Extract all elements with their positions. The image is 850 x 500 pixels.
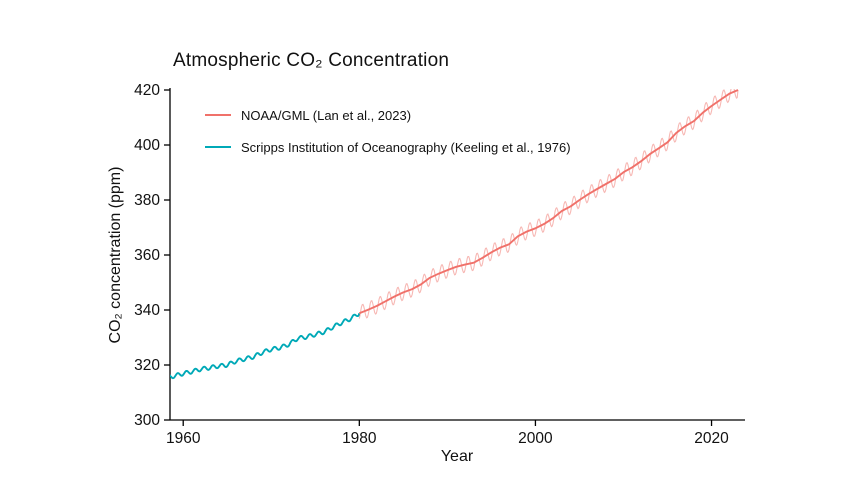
svg-text:320: 320: [134, 357, 160, 374]
svg-text:2020: 2020: [694, 430, 729, 447]
legend-item-scripps: Scripps Institution of Oceanography (Kee…: [205, 136, 571, 158]
svg-text:340: 340: [134, 302, 160, 319]
legend-label-noaa: NOAA/GML (Lan et al., 2023): [241, 107, 412, 123]
svg-text:420: 420: [134, 82, 160, 99]
svg-text:2000: 2000: [518, 430, 553, 447]
chart-title: Atmospheric CO₂ Concentration: [173, 50, 450, 71]
svg-text:380: 380: [134, 192, 160, 209]
legend: NOAA/GML (Lan et al., 2023) Scripps Inst…: [205, 104, 571, 168]
x-axis-label: Year: [440, 448, 474, 465]
svg-text:400: 400: [134, 137, 160, 154]
scripps-line-swatch: [205, 146, 231, 148]
noaa-line-swatch: [205, 114, 231, 116]
svg-text:1960: 1960: [166, 430, 201, 447]
svg-text:360: 360: [134, 247, 160, 264]
svg-text:1980: 1980: [342, 430, 377, 447]
legend-label-scripps: Scripps Institution of Oceanography (Kee…: [241, 139, 571, 155]
legend-item-noaa: NOAA/GML (Lan et al., 2023): [205, 104, 571, 126]
svg-text:300: 300: [134, 412, 160, 429]
